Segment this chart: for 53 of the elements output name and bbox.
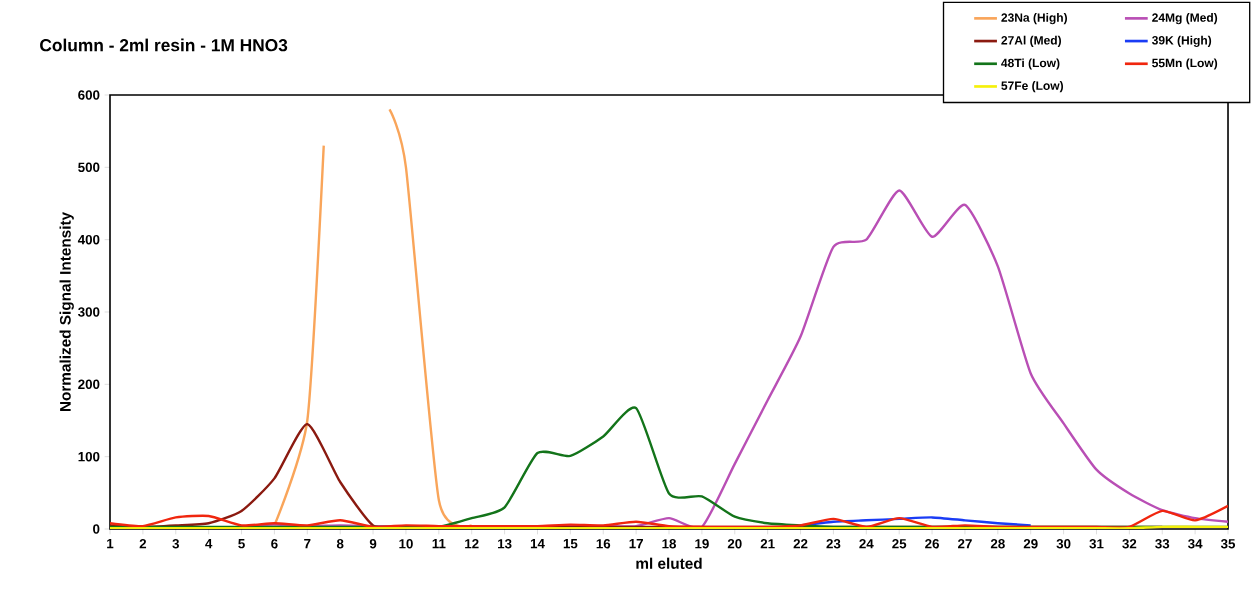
x-tick-label: 7: [304, 539, 311, 549]
x-tick-label: 31: [1089, 539, 1104, 549]
x-tick-label: 18: [662, 539, 677, 549]
x-tick-label: 21: [760, 539, 775, 549]
y-tick-label: 300: [78, 307, 100, 317]
chart-title: Column - 2ml resin - 1M HNO3: [40, 38, 288, 52]
x-axis-title: ml eluted: [636, 557, 702, 569]
x-tick-label: 11: [432, 539, 446, 549]
y-axis-title: Normalized Signal Intensity: [59, 211, 74, 412]
x-tick-label: 15: [563, 539, 578, 549]
x-tick-label: 19: [695, 539, 709, 549]
x-tick-label: 8: [336, 539, 344, 549]
x-tick-label: 6: [271, 539, 278, 549]
x-tick-label: 35: [1220, 539, 1236, 549]
legend-label: 27Al (Med): [1001, 35, 1062, 47]
y-tick-label: 400: [77, 234, 100, 245]
x-tick-label: 27: [957, 539, 972, 549]
x-tick-label: 34: [1188, 539, 1203, 549]
x-tick-label: 22: [793, 539, 808, 549]
x-tick-label: 20: [727, 539, 742, 549]
y-tick-label: 600: [78, 90, 100, 100]
x-tick-label: 13: [498, 539, 512, 549]
x-tick-label: 14: [530, 539, 545, 549]
legend-label: 23Na (High): [1001, 13, 1068, 25]
x-tick-label: 28: [990, 539, 1005, 549]
y-tick-label: 100: [78, 451, 100, 462]
legend-label: 39K (High): [1151, 35, 1212, 47]
x-tick-label: 4: [205, 539, 213, 549]
x-tick-label: 3: [172, 539, 179, 549]
legend-label: 48Ti (Low): [1001, 58, 1060, 70]
x-tick-label: 10: [399, 539, 413, 549]
y-tick-label: 500: [78, 162, 100, 173]
y-tick-label: 0: [93, 524, 100, 534]
x-tick-label: 23: [826, 539, 841, 549]
x-tick-label: 9: [369, 539, 377, 549]
x-tick-label: 24: [859, 539, 874, 549]
x-tick-label: 5: [238, 539, 245, 549]
x-tick-label: 26: [925, 539, 940, 549]
x-tick-label: 32: [1122, 539, 1137, 549]
x-tick-label: 33: [1155, 539, 1170, 549]
legend-label: 24Mg (Med): [1152, 13, 1218, 25]
legend-label: 57Fe (Low): [1001, 81, 1064, 93]
x-tick-label: 29: [1023, 539, 1038, 549]
x-tick-label: 30: [1056, 539, 1071, 549]
x-tick-label: 17: [629, 539, 643, 549]
legend-label: 55Mn (Low): [1152, 58, 1218, 70]
y-tick-label: 200: [78, 379, 100, 390]
x-tick-label: 16: [596, 539, 611, 549]
line-series: [110, 504, 1229, 529]
x-tick-label: 1: [107, 539, 114, 549]
x-tick-label: 2: [139, 539, 147, 549]
x-tick-label: 25: [892, 539, 907, 549]
x-tick-label: 12: [465, 539, 479, 549]
